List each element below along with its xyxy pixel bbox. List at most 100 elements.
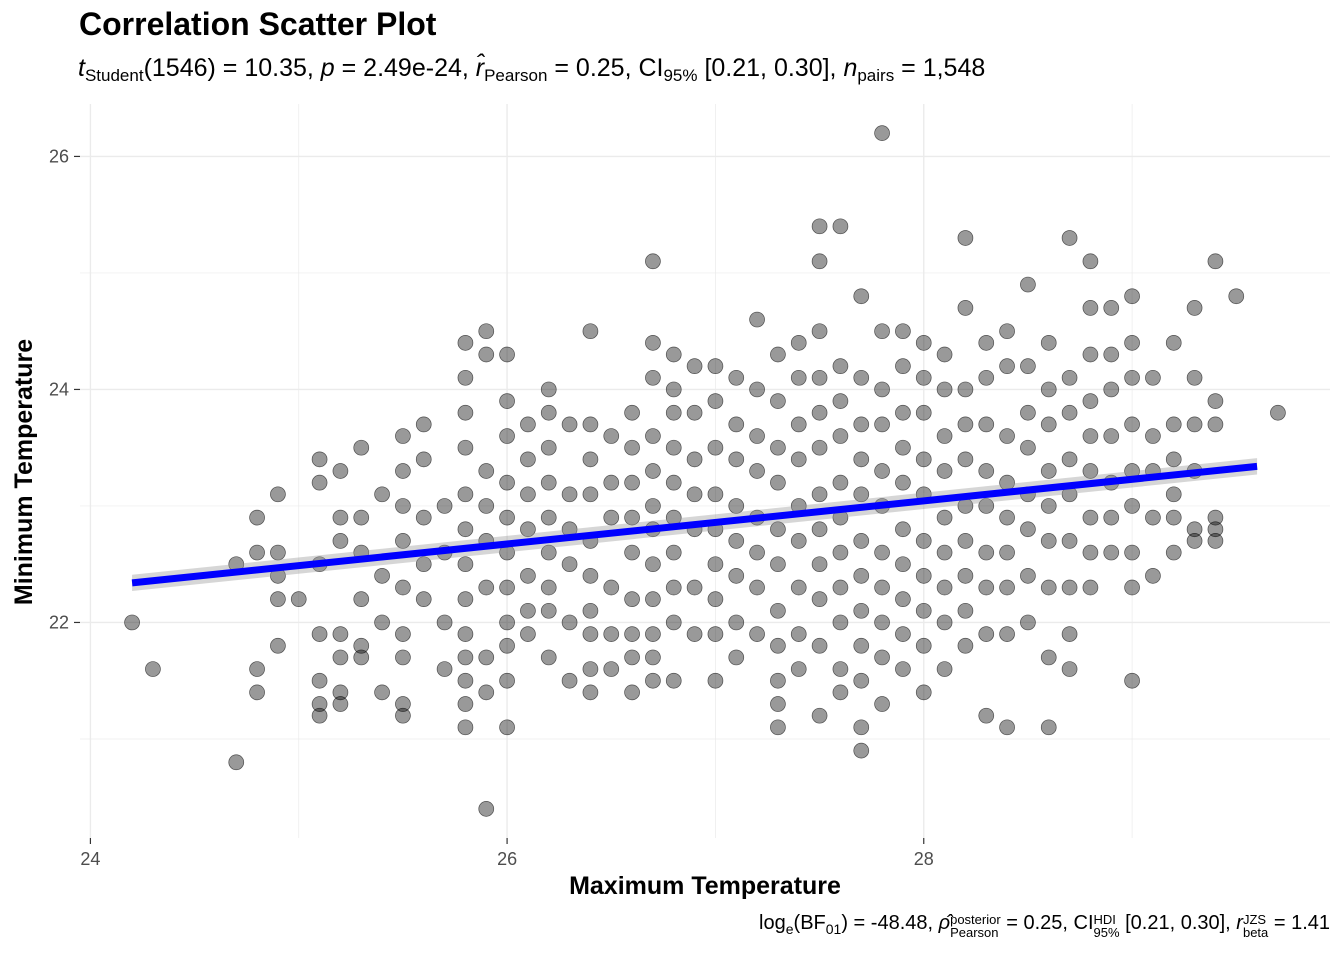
data-point <box>1020 439 1036 456</box>
r-jzs-value: = 1.41 <box>1268 912 1330 934</box>
data-point <box>707 591 724 608</box>
data-point <box>415 451 432 468</box>
data-point <box>832 358 849 374</box>
data-point <box>1186 416 1203 433</box>
regression-line <box>131 462 1258 587</box>
data-point <box>665 381 682 398</box>
data-point <box>1124 579 1140 596</box>
data-point <box>874 125 890 141</box>
data-point <box>395 696 411 712</box>
data-point <box>915 404 932 421</box>
r-subscript: Pearson <box>484 66 548 85</box>
data-point <box>436 661 453 677</box>
data-point <box>832 218 849 235</box>
data-point <box>457 486 474 503</box>
bf-subscript: 01 <box>825 921 842 937</box>
data-point <box>874 323 890 340</box>
data-point <box>1040 533 1057 549</box>
data-point <box>395 498 411 514</box>
data-point <box>374 684 390 701</box>
data-point <box>936 463 953 479</box>
data-point <box>332 649 349 666</box>
data-point <box>540 439 557 456</box>
data-point <box>311 672 328 689</box>
data-point <box>478 463 495 479</box>
data-point <box>895 591 911 608</box>
data-point <box>499 428 515 444</box>
p-value: = 2.49e-24, <box>334 54 476 82</box>
chart-caption: loge(BF01) = -48.48, ρ̂posterior Pearson … <box>759 912 1330 939</box>
data-point <box>311 474 328 491</box>
axes-layer: 24 26 28 22 24 26 <box>49 146 934 869</box>
data-point <box>686 404 703 421</box>
data-point <box>1270 404 1286 421</box>
ci-scripts: HDI 95% <box>1094 913 1120 939</box>
log-subscript: e <box>785 921 794 937</box>
r-jzs-superscript: JZS <box>1242 912 1267 927</box>
data-point <box>915 451 932 468</box>
data-point <box>1061 533 1078 549</box>
data-point <box>645 626 661 642</box>
data-point <box>1082 509 1099 526</box>
data-point <box>1020 568 1036 584</box>
data-point <box>645 498 661 514</box>
data-point <box>957 602 974 619</box>
data-point <box>1207 533 1224 549</box>
data-point <box>832 428 849 444</box>
data-point <box>353 439 370 456</box>
data-point <box>874 696 890 712</box>
data-point <box>1103 428 1120 444</box>
data-point <box>978 463 995 479</box>
data-point <box>665 474 682 491</box>
data-point <box>665 404 682 421</box>
data-point <box>499 579 515 596</box>
data-point <box>957 568 974 584</box>
data-point <box>1061 404 1078 421</box>
data-point <box>707 358 724 374</box>
data-point <box>707 672 724 689</box>
data-point <box>457 649 474 666</box>
data-point <box>957 637 974 654</box>
data-point <box>395 463 411 479</box>
data-point <box>624 474 640 491</box>
data-point <box>811 369 828 386</box>
data-point <box>540 649 557 666</box>
data-point <box>874 614 890 631</box>
data-point <box>353 637 370 654</box>
data-point <box>1040 719 1057 736</box>
data-point <box>749 428 765 444</box>
data-point <box>957 533 974 549</box>
data-point <box>457 404 474 421</box>
data-point <box>999 544 1015 561</box>
r-symbol: r̂ <box>475 54 485 82</box>
data-point <box>1207 521 1224 538</box>
data-point <box>770 474 786 491</box>
data-point <box>540 602 557 619</box>
data-point <box>770 521 786 538</box>
data-point <box>561 672 578 689</box>
data-point <box>811 556 828 573</box>
data-point <box>999 509 1015 526</box>
fit-layer <box>131 458 1258 592</box>
data-point <box>499 393 515 409</box>
data-point <box>457 696 474 712</box>
data-point <box>540 509 557 526</box>
data-point <box>853 602 870 619</box>
ci-value-caption: [0.21, 0.30], <box>1119 912 1237 934</box>
data-point <box>457 591 474 608</box>
data-point <box>311 626 328 642</box>
data-point <box>936 614 953 631</box>
data-point <box>1020 404 1036 421</box>
data-point <box>728 533 745 549</box>
data-point <box>645 463 661 479</box>
data-point <box>145 661 161 677</box>
data-point <box>1061 626 1078 642</box>
data-point <box>728 498 745 514</box>
data-point <box>707 626 724 642</box>
data-point <box>1020 521 1036 538</box>
data-point <box>749 311 765 328</box>
data-point <box>978 498 995 514</box>
data-point <box>999 358 1015 374</box>
data-point <box>978 416 995 433</box>
r-jzs-scripts: JZS beta <box>1243 913 1268 939</box>
